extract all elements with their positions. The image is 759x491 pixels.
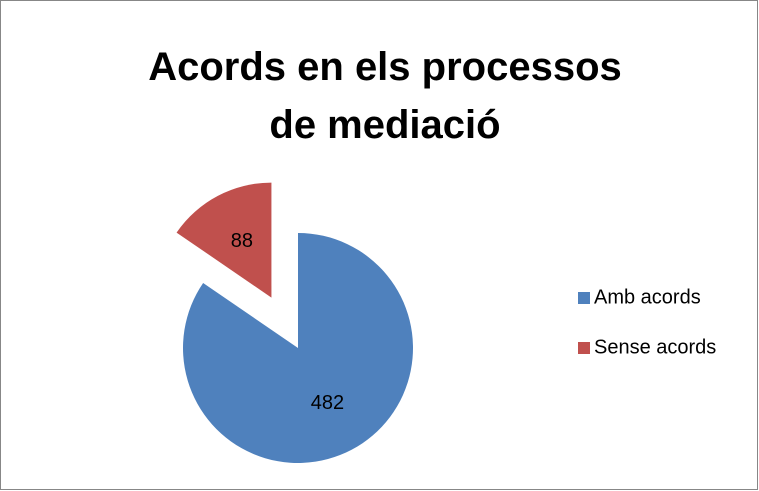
legend-label: Sense acords xyxy=(594,336,716,358)
pie-slice xyxy=(176,182,272,298)
pie-slice xyxy=(183,233,413,463)
data-label: 88 xyxy=(231,230,253,252)
chart-title: Acords en els processos de mediació xyxy=(148,45,622,147)
legend-swatch xyxy=(578,292,590,304)
data-label: 482 xyxy=(311,392,344,414)
legend-swatch xyxy=(578,342,590,354)
legend-label: Amb acords xyxy=(594,286,701,308)
